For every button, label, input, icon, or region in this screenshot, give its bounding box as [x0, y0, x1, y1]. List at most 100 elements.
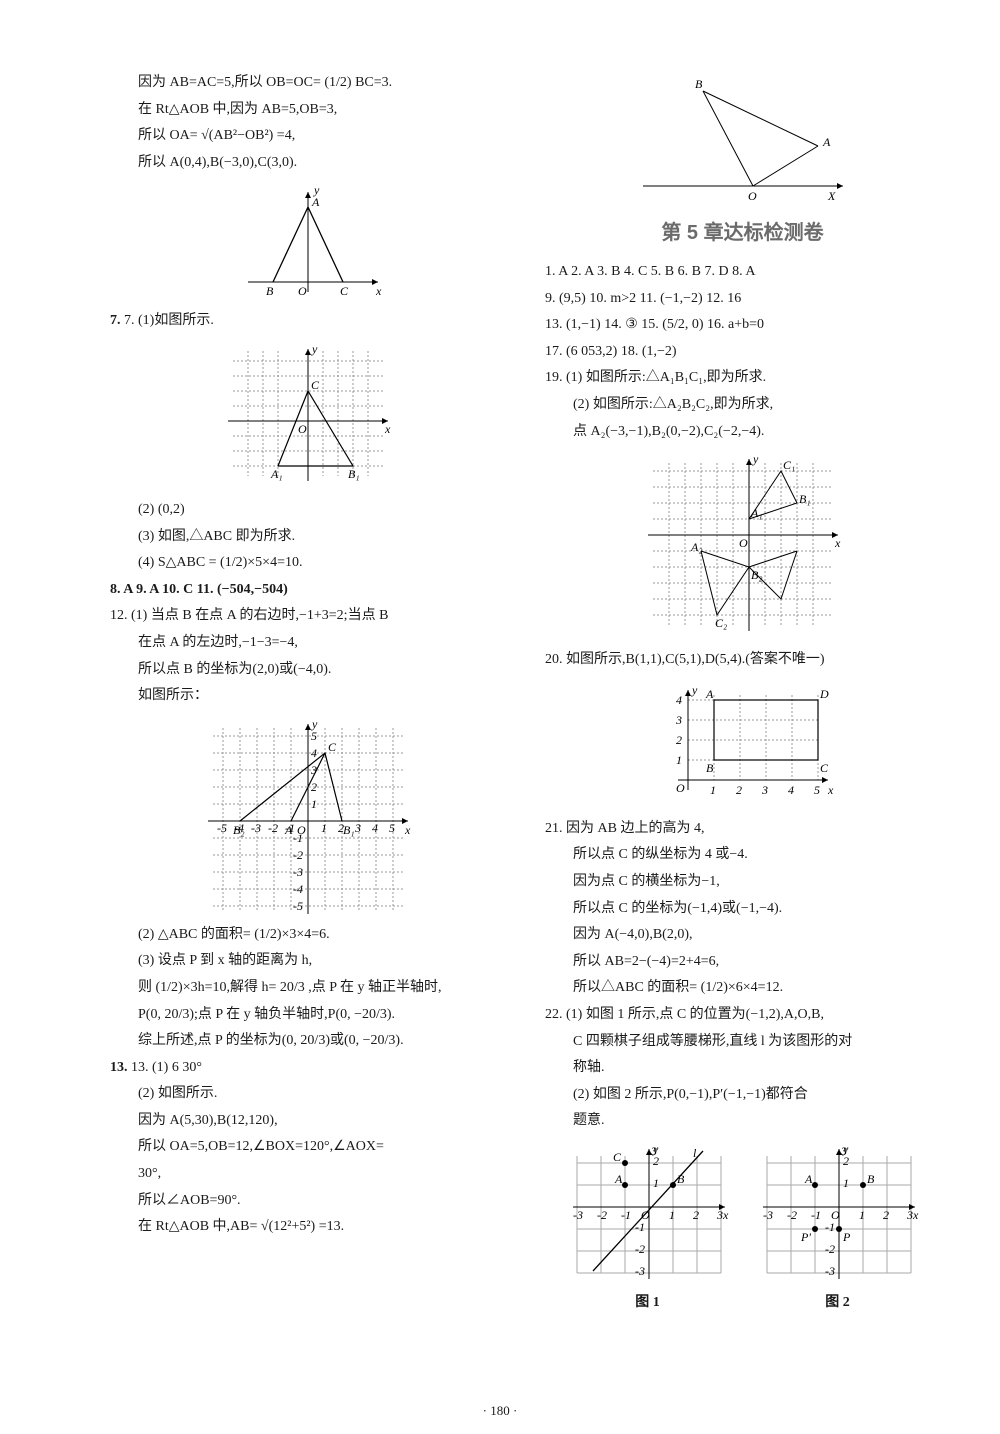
svg-text:2: 2 [311, 780, 317, 794]
svg-text:O: O [748, 189, 757, 203]
svg-text:2: 2 [338, 821, 344, 835]
svg-text:C₁: C₁ [783, 458, 795, 472]
q22: 题意. [545, 1108, 940, 1135]
svg-text:P′: P′ [800, 1230, 811, 1244]
q19-a: 19. (1) 如图所示:△A₁B₁C₁,即为所求. [545, 365, 940, 392]
svg-text:2: 2 [693, 1208, 699, 1222]
axis-label: C [340, 284, 349, 298]
q21: 21. 因为 AB 边上的高为 4, [545, 816, 940, 843]
svg-text:2: 2 [676, 733, 682, 747]
answers: 13. (1,−1) 14. ③ 15. (5/2, 0) 16. a+b=0 [545, 312, 940, 339]
svg-text:A: A [614, 1172, 623, 1186]
q19-c: 点 A₂(−3,−1),B₂(0,−2),C₂(−2,−4). [545, 419, 940, 446]
q13-e: 30°, [110, 1161, 505, 1188]
q21: 所以点 C 的纵坐标为 4 或−4. [545, 842, 940, 869]
q22: 22. (1) 如图 1 所示,点 C 的位置为(−1,2),A,O,B, [545, 1002, 940, 1029]
svg-text:-2: -2 [825, 1242, 835, 1256]
svg-text:4: 4 [788, 783, 794, 797]
svg-text:A: A [822, 135, 831, 149]
svg-text:-1: -1 [635, 1220, 645, 1234]
svg-text:1: 1 [311, 797, 317, 811]
fig-label: 图 1 [563, 1291, 733, 1311]
svg-text:-2: -2 [787, 1208, 797, 1222]
q20: 20. 如图所示,B(1,1),C(5,1),D(5,4).(答案不唯一) [545, 647, 940, 674]
svg-text:3: 3 [650, 1144, 657, 1158]
svg-text:A₁: A₁ [750, 506, 763, 520]
q13-f: 所以∠AOB=90°. [110, 1188, 505, 1215]
svg-text:B: B [706, 761, 714, 775]
svg-text:-2: -2 [635, 1242, 645, 1256]
svg-text:-1: -1 [293, 831, 303, 845]
svg-text:A: A [705, 687, 714, 701]
intro-line: 因为 AB=AC=5,所以 OB=OC= (1/2) BC=3. [110, 70, 505, 97]
intro-line: 所以 A(0,4),B(−3,0),C(3,0). [110, 150, 505, 177]
svg-text:3: 3 [906, 1208, 913, 1222]
svg-text:5: 5 [389, 821, 395, 835]
figure-triangle-axes: y A B O C x [110, 182, 505, 302]
svg-text:B₂: B₂ [751, 568, 763, 582]
q7-2: (2) (0,2) [110, 497, 505, 524]
svg-text:B₁: B₁ [799, 492, 811, 506]
svg-text:O: O [676, 781, 685, 795]
left-column: 因为 AB=AC=5,所以 OB=OC= (1/2) BC=3. 在 Rt△AO… [110, 70, 505, 1414]
svg-text:-2: -2 [597, 1208, 607, 1222]
svg-text:x: x [404, 823, 411, 837]
svg-text:1: 1 [321, 821, 327, 835]
svg-text:5: 5 [311, 729, 317, 743]
axis-label: x [375, 284, 382, 298]
q7-head: 7. 7. (1)如图所示. [110, 308, 505, 335]
q21: 因为点 C 的横坐标为−1, [545, 869, 940, 896]
svg-text:X: X [827, 189, 836, 203]
svg-text:A₁: A₁ [270, 467, 283, 481]
svg-text:-3: -3 [825, 1264, 835, 1278]
svg-text:C: C [311, 378, 320, 392]
q12-f: (3) 设点 P 到 x 轴的距离为 h, [110, 948, 505, 975]
svg-text:1: 1 [710, 783, 716, 797]
svg-text:y: y [752, 452, 759, 466]
svg-text:-3: -3 [763, 1208, 773, 1222]
right-column: B A O X 第 5 章达标检测卷 1. A 2. A 3. B 4. C 5… [545, 70, 940, 1414]
svg-text:D: D [819, 687, 829, 701]
svg-text:3: 3 [675, 713, 682, 727]
q12-d: 如图所示： [110, 683, 505, 710]
figure-q19: y x O A₁B₁C₁ A₂B₂C₂ [545, 451, 940, 641]
svg-text:O: O [298, 422, 307, 436]
q12-c: 所以点 B 的坐标为(2,0)或(−4,0). [110, 657, 505, 684]
svg-text:3: 3 [840, 1144, 847, 1158]
q22: 称轴. [545, 1055, 940, 1082]
q7-3: (3) 如图,△ABC 即为所求. [110, 524, 505, 551]
axis-label: B [266, 284, 274, 298]
svg-text:2: 2 [736, 783, 742, 797]
svg-text:1: 1 [653, 1176, 659, 1190]
intro-line: 在 Rt△AOB 中,因为 AB=5,OB=3, [110, 97, 505, 124]
svg-text:2: 2 [883, 1208, 889, 1222]
svg-text:-1: -1 [825, 1220, 835, 1234]
q22: C 四颗棋子组成等腰梯形,直线 l 为该图形的对 [545, 1029, 940, 1056]
q12-a: 12. (1) 当点 B 在点 A 的右边时,−1+3=2;当点 B [110, 603, 505, 630]
svg-text:B: B [695, 77, 703, 91]
svg-text:3: 3 [354, 821, 361, 835]
svg-text:x: x [722, 1208, 729, 1222]
figure-q22-pair: AB CO yx l 123 -1-2-3 123 -1-2-3 图 1 [545, 1141, 940, 1311]
svg-text:1: 1 [859, 1208, 865, 1222]
svg-text:-4: -4 [234, 821, 244, 835]
svg-text:P: P [842, 1230, 851, 1244]
answers: 17. (6 053,2) 18. (1,−2) [545, 339, 940, 366]
answers: 1. A 2. A 3. B 4. C 5. B 6. B 7. D 8. A [545, 259, 940, 286]
svg-text:y: y [691, 683, 698, 697]
q12-b: 在点 A 的左边时,−1−3=−4, [110, 630, 505, 657]
q13-g: 在 Rt△AOB 中,AB= √(12²+5²) =13. [110, 1214, 505, 1241]
chapter-title: 第 5 章达标检测卷 [545, 216, 940, 245]
svg-text:-1: -1 [811, 1208, 821, 1222]
svg-text:4: 4 [372, 821, 378, 835]
svg-text:B: B [677, 1172, 685, 1186]
svg-text:x: x [827, 783, 834, 797]
svg-text:x: x [834, 536, 841, 550]
svg-text:-4: -4 [293, 882, 303, 896]
svg-text:5: 5 [814, 783, 820, 797]
svg-text:-3: -3 [573, 1208, 583, 1222]
figure-grid-2: y C A O B₁ B₂ x 54 321 123 45 -1-2-3 -4-… [110, 716, 505, 916]
svg-text:C: C [328, 740, 337, 754]
axis-label: O [298, 284, 307, 298]
svg-text:1: 1 [669, 1208, 675, 1222]
